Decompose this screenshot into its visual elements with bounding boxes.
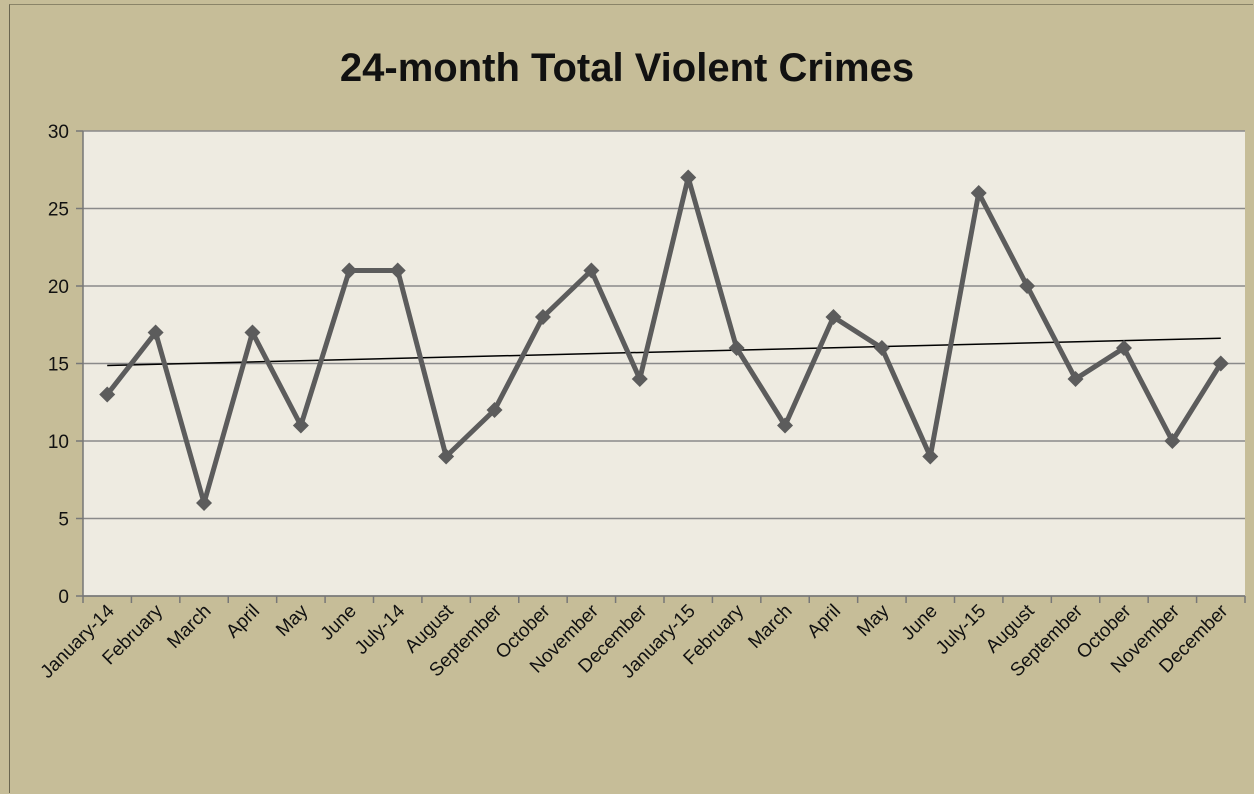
data-point-marker [922,448,939,465]
axes [82,131,1246,603]
trendline [107,337,1221,367]
x-tick-label: July-15 [932,601,990,659]
gridlines [76,130,1245,597]
x-tick-label: July-14 [351,600,409,658]
x-tick-label: March [744,601,796,653]
y-tick-label: 30 [48,122,69,143]
data-point-marker [1019,278,1036,294]
data-point-marker [196,495,213,511]
y-tick-label: 10 [48,432,69,453]
data-point-marker [1212,355,1229,372]
data-point-marker [99,386,116,403]
series [99,169,1229,511]
y-tick-label: 20 [48,277,69,298]
data-point-marker [583,262,600,279]
x-tick-label: April [222,601,264,643]
data-point-marker [825,309,842,325]
chart-frame [9,4,1253,793]
y-axis-tick-labels: 0 5 10 15 20 25 30 [48,122,69,608]
x-tick-label: June [898,601,942,645]
y-tick-label: 5 [58,510,69,531]
trendline-line [107,337,1221,367]
data-point-marker [1164,433,1181,449]
x-tick-label: June [317,601,361,645]
data-point-marker [292,417,309,434]
data-point-marker [1067,371,1084,387]
data-point-marker [389,262,406,279]
series-line [105,175,1223,506]
data-point-marker [486,402,503,418]
x-tick-label: May [853,600,894,641]
data-point-marker [244,324,261,341]
data-point-marker [341,262,358,279]
data-point-marker [680,169,697,186]
data-point-marker [631,371,648,387]
data-point-marker [1115,340,1132,356]
data-point-marker [147,324,164,341]
chart-title: 24-month Total Violent Crimes [339,46,915,90]
x-tick-label: April [803,601,845,643]
data-point-marker [534,309,551,325]
data-point-marker [438,448,455,465]
x-tick-label: May [272,600,313,641]
data-point-marker [777,417,794,434]
y-tick-label: 25 [48,200,69,221]
data-point-marker [728,340,745,356]
y-tick-label: 15 [48,355,69,376]
y-tick-label: 0 [58,587,69,608]
data-point-marker [873,340,890,356]
data-point-marker [970,185,987,201]
x-tick-label: January-14 [37,600,119,682]
x-tick-label: March [163,601,215,653]
